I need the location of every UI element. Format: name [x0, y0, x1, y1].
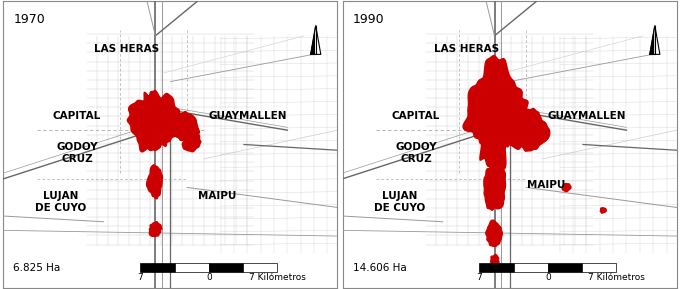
Text: 7: 7	[477, 273, 482, 282]
Text: 7 Kilómetros: 7 Kilómetros	[588, 273, 645, 282]
Polygon shape	[463, 55, 530, 169]
Text: CAPITAL: CAPITAL	[53, 111, 101, 121]
Polygon shape	[490, 255, 499, 266]
Bar	[209, 263, 243, 272]
Text: 7: 7	[137, 273, 143, 282]
Polygon shape	[600, 208, 606, 213]
Polygon shape	[508, 108, 550, 151]
Text: CAPITAL: CAPITAL	[392, 111, 440, 121]
Bar	[140, 263, 175, 272]
Text: GODOY
CRUZ: GODOY CRUZ	[56, 142, 98, 164]
Polygon shape	[316, 26, 321, 54]
Text: GUAYMALLEN: GUAYMALLEN	[547, 111, 626, 121]
Polygon shape	[150, 222, 162, 236]
Polygon shape	[127, 91, 182, 152]
Text: 1990: 1990	[352, 13, 384, 26]
Bar	[243, 263, 277, 272]
Bar	[582, 263, 617, 272]
Text: LUJAN
DE CUYO: LUJAN DE CUYO	[35, 191, 86, 212]
Text: 7 Kilómetros: 7 Kilómetros	[249, 273, 306, 282]
Text: LUJAN
DE CUYO: LUJAN DE CUYO	[374, 191, 425, 212]
Text: 0: 0	[206, 273, 211, 282]
Text: MAIPU: MAIPU	[198, 191, 237, 201]
Polygon shape	[650, 26, 655, 54]
Text: MAIPU: MAIPU	[527, 179, 566, 190]
Polygon shape	[486, 220, 503, 247]
Polygon shape	[173, 112, 199, 141]
Polygon shape	[484, 163, 505, 210]
Polygon shape	[311, 26, 316, 54]
Bar	[548, 263, 582, 272]
Text: LAS HERAS: LAS HERAS	[95, 44, 160, 54]
Polygon shape	[182, 131, 201, 152]
Bar	[175, 263, 209, 272]
Polygon shape	[655, 26, 660, 54]
Text: 1970: 1970	[14, 13, 45, 26]
Text: 6.825 Ha: 6.825 Ha	[14, 263, 61, 273]
Bar	[479, 263, 513, 272]
Text: GUAYMALLEN: GUAYMALLEN	[208, 111, 286, 121]
Bar	[513, 263, 548, 272]
Text: 0: 0	[545, 273, 551, 282]
Text: 14.606 Ha: 14.606 Ha	[352, 263, 406, 273]
Text: GODOY
CRUZ: GODOY CRUZ	[395, 142, 437, 164]
Polygon shape	[562, 184, 571, 191]
Polygon shape	[147, 165, 163, 199]
Text: LAS HERAS: LAS HERAS	[434, 44, 498, 54]
